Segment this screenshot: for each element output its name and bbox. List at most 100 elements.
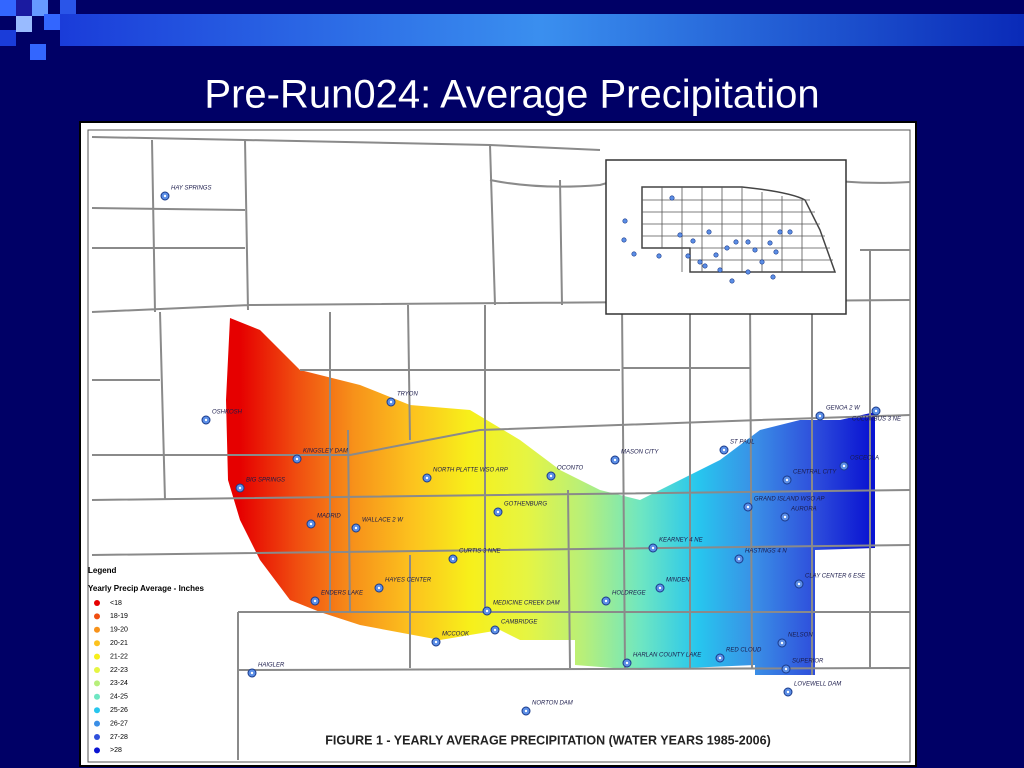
station-dot (658, 586, 662, 590)
station-dot (842, 464, 846, 468)
station-label: CENTRAL CITY (793, 470, 837, 476)
legend-label: 25-26 (110, 707, 128, 714)
inset-station (733, 239, 739, 245)
station-label: AURORA (790, 507, 817, 513)
legend-label: 18-19 (110, 613, 128, 620)
inset-station (724, 245, 730, 251)
station-dot (604, 599, 608, 603)
station-label: OSHKOSH (212, 410, 243, 416)
inset-station (656, 253, 662, 259)
inset-station (745, 269, 751, 275)
inset-station (706, 229, 712, 235)
station-dot (163, 194, 167, 198)
inset-station (702, 263, 708, 269)
inset-station (685, 253, 691, 259)
station-dot (238, 486, 242, 490)
legend: Legend Yearly Precip Average - Inches <1… (88, 566, 204, 754)
legend-label: 26-27 (110, 720, 128, 727)
inset-station (621, 237, 627, 243)
station-dot (786, 690, 790, 694)
legend-label: 27-28 (110, 734, 128, 741)
station-label: OCONTO (557, 466, 584, 472)
inset-station (729, 278, 735, 284)
inset-map (605, 159, 847, 315)
station-label: GOTHENBURG (504, 502, 547, 508)
inset-station (622, 218, 628, 224)
station-label: MADRID (317, 514, 341, 520)
inset-station (631, 251, 637, 257)
inset-station (759, 259, 765, 265)
legend-swatch (94, 653, 100, 660)
inset-station (677, 232, 683, 238)
station-dot (784, 667, 788, 671)
station-dot (780, 641, 784, 645)
station-dot (434, 640, 438, 644)
legend-label: 21-22 (110, 653, 128, 660)
legend-swatch (94, 600, 100, 606)
station-label: ST PAUL (730, 440, 755, 446)
station-label: MCCOOK (442, 632, 470, 638)
station-label: WALLACE 2 W (362, 518, 404, 524)
station-dot (718, 656, 722, 660)
station-dot (722, 448, 726, 452)
inset-station (787, 229, 793, 235)
inset-station (717, 267, 723, 273)
legend-subtitle: Yearly Precip Average - Inches (88, 584, 204, 593)
legend-swatch (94, 640, 100, 647)
station-dot (613, 458, 617, 462)
legend-label: 19-20 (110, 627, 128, 634)
station-dot (783, 515, 787, 519)
station-dot (797, 582, 801, 586)
station-dot (204, 418, 208, 422)
station-dot (651, 546, 655, 550)
map: Legend Yearly Precip Average - Inches <1… (88, 136, 911, 760)
station-label: MINDEN (666, 578, 690, 584)
station-dot (309, 522, 313, 526)
station-label: HASTINGS 4 N (745, 549, 787, 555)
station-label: MASON CITY (621, 450, 659, 456)
station-label: NELSON (788, 633, 813, 639)
legend-swatch (94, 626, 100, 633)
inset-station (767, 240, 773, 246)
station-label: SUPERIOR (792, 659, 824, 665)
slide-title: Pre-Run024: Average Precipitation (204, 73, 819, 117)
station-dot (389, 400, 393, 404)
legend-swatch (94, 707, 100, 714)
station-dot (377, 586, 381, 590)
precip-surface (226, 318, 875, 675)
station-label: MEDICINE CREEK DAM (493, 601, 560, 607)
station-dot (493, 628, 497, 632)
station-label: CAMBRIDGE (501, 620, 538, 626)
inset-station (697, 259, 703, 265)
legend-swatch (94, 693, 100, 700)
station-dot (250, 671, 254, 675)
station-label: KEARNEY 4 NE (659, 538, 704, 544)
station-dot (785, 478, 789, 482)
station-label: HAYES CENTER (385, 578, 432, 584)
station-dot (354, 526, 358, 530)
corner-decoration (0, 0, 76, 60)
legend-label: 20-21 (110, 640, 128, 647)
station-dot (549, 474, 553, 478)
inset-station (690, 238, 696, 244)
station-label: ENDERS LAKE (321, 591, 364, 597)
legend-swatch (94, 734, 100, 740)
legend-swatch (94, 747, 100, 754)
station-label: CURTIS 3 NNE (459, 549, 502, 555)
station-label: GENOA 2 W (826, 406, 861, 412)
station-label: RED CLOUD (726, 648, 762, 654)
legend-swatch (94, 667, 100, 673)
legend-label: >28 (110, 747, 122, 754)
station-label: CLAY CENTER 6 ESE (805, 574, 866, 580)
inset-station (713, 252, 719, 258)
station-label: HARLAN COUNTY LAKE (633, 653, 702, 659)
station-dot (451, 557, 455, 561)
station-dot (295, 457, 299, 461)
station-dot (496, 510, 500, 514)
station-dot (746, 505, 750, 509)
legend-label: 23-24 (110, 680, 128, 687)
legend-swatch (94, 613, 100, 620)
station-dot (425, 476, 429, 480)
legend-label: 22-23 (110, 667, 128, 674)
inset-station (777, 229, 783, 235)
